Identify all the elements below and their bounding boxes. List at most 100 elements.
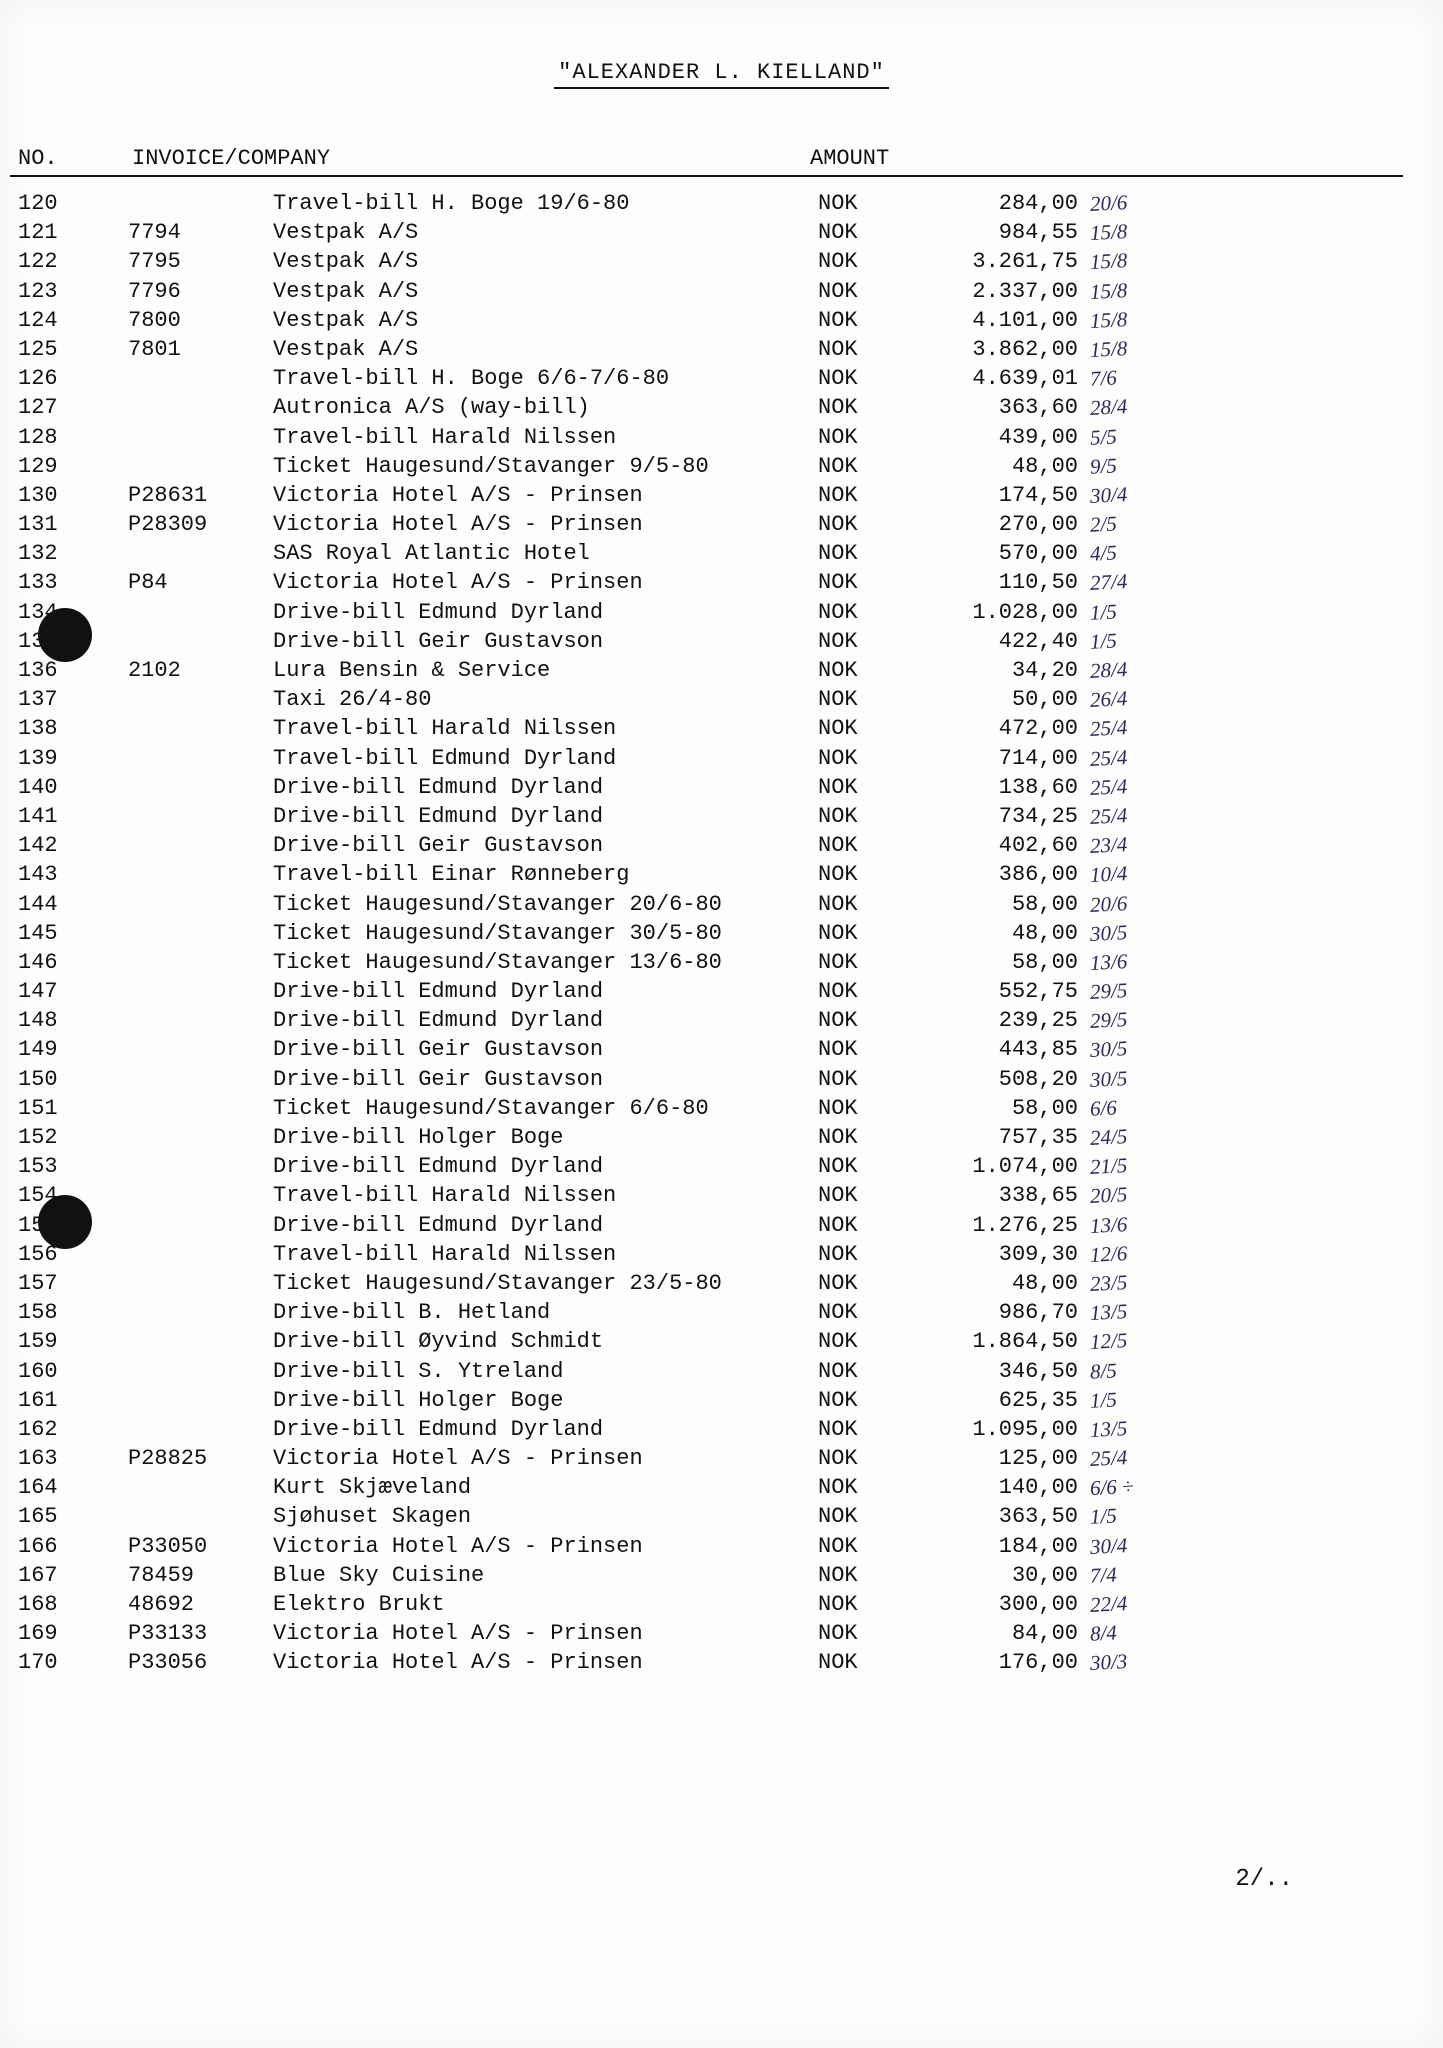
cell-currency: NOK [818,1592,878,1617]
table-row: 139Travel-bill Edmund DyrlandNOK714,0025… [18,746,1443,775]
table-row: 158Drive-bill B. HetlandNOK986,7013/5 [18,1300,1443,1329]
cell-invoice: P28631 [128,483,248,508]
cell-currency: NOK [818,1183,878,1208]
cell-amount: 3.261,75 [888,249,1078,274]
cell-company: Vestpak A/S [273,308,813,333]
table-row: 1227795Vestpak A/SNOK3.261,7515/8 [18,249,1443,278]
cell-currency: NOK [818,1213,878,1238]
table-row: 16778459Blue Sky CuisineNOK30,007/4 [18,1563,1443,1592]
cell-company: Drive-bill Geir Gustavson [273,833,813,858]
cell-amount: 284,00 [888,191,1078,216]
handwritten-note: 25/4 [1089,774,1128,801]
handwritten-note: 30/5 [1089,1066,1128,1093]
cell-company: Victoria Hotel A/S - Prinsen [273,1621,813,1646]
punch-hole [38,1195,92,1249]
cell-company: Vestpak A/S [273,220,813,245]
table-row: 162Drive-bill Edmund DyrlandNOK1.095,001… [18,1417,1443,1446]
table-row: 152Drive-bill Holger BogeNOK757,3524/5 [18,1125,1443,1154]
cell-currency: NOK [818,279,878,304]
table-row: 1237796Vestpak A/SNOK2.337,0015/8 [18,279,1443,308]
handwritten-note: 13/5 [1089,1416,1128,1443]
cell-no: 131 [18,512,98,537]
table-row: 126Travel-bill H. Boge 6/6-7/6-80NOK4.63… [18,366,1443,395]
cell-amount: 239,25 [888,1008,1078,1033]
cell-amount: 30,00 [888,1563,1078,1588]
cell-amount: 625,35 [888,1388,1078,1413]
cell-company: Victoria Hotel A/S - Prinsen [273,1650,813,1675]
cell-amount: 472,00 [888,716,1078,741]
table-row: 142Drive-bill Geir GustavsonNOK402,6023/… [18,833,1443,862]
cell-currency: NOK [818,1008,878,1033]
cell-no: 125 [18,337,98,362]
handwritten-note: 15/8 [1089,248,1128,275]
cell-invoice: P28825 [128,1446,248,1471]
handwritten-note: 2/5 [1089,511,1117,537]
cell-amount: 570,00 [888,541,1078,566]
cell-amount: 309,30 [888,1242,1078,1267]
table-row: 129Ticket Haugesund/Stavanger 9/5-80NOK4… [18,454,1443,483]
cell-company: Drive-bill S. Ytreland [273,1359,813,1384]
cell-amount: 422,40 [888,629,1078,654]
cell-amount: 110,50 [888,570,1078,595]
cell-company: Ticket Haugesund/Stavanger 9/5-80 [273,454,813,479]
cell-currency: NOK [818,1417,878,1442]
handwritten-note: 26/4 [1089,686,1128,713]
cell-no: 166 [18,1534,98,1559]
table-row: 133P84Victoria Hotel A/S - PrinsenNOK110… [18,570,1443,599]
cell-currency: NOK [818,1067,878,1092]
cell-company: Ticket Haugesund/Stavanger 23/5-80 [273,1271,813,1296]
table-row: 1217794Vestpak A/SNOK984,5515/8 [18,220,1443,249]
cell-amount: 363,60 [888,395,1078,420]
cell-company: Drive-bill Holger Boge [273,1388,813,1413]
cell-no: 148 [18,1008,98,1033]
table-header: NO. INVOICE/COMPANY AMOUNT [10,139,1403,177]
cell-invoice: 7795 [128,249,248,274]
cell-amount: 386,00 [888,862,1078,887]
cell-currency: NOK [818,629,878,654]
table-row: 1362102Lura Bensin & ServiceNOK34,2028/4 [18,658,1443,687]
handwritten-note: 13/5 [1089,1299,1128,1326]
cell-currency: NOK [818,1329,878,1354]
handwritten-note: 30/5 [1089,920,1128,947]
handwritten-note: 28/4 [1089,657,1128,684]
cell-company: Ticket Haugesund/Stavanger 13/6-80 [273,950,813,975]
cell-no: 133 [18,570,98,595]
cell-amount: 552,75 [888,979,1078,1004]
handwritten-note: 27/4 [1089,569,1128,596]
cell-currency: NOK [818,1096,878,1121]
handwritten-note: 4/5 [1089,541,1117,567]
table-row: 1247800Vestpak A/SNOK4.101,0015/8 [18,308,1443,337]
handwritten-note: 29/5 [1089,978,1128,1005]
cell-company: Drive-bill Edmund Dyrland [273,1154,813,1179]
handwritten-note: 10/4 [1089,861,1128,888]
cell-amount: 176,00 [888,1650,1078,1675]
cell-currency: NOK [818,308,878,333]
cell-no: 170 [18,1650,98,1675]
table-row: 150Drive-bill Geir GustavsonNOK508,2030/… [18,1067,1443,1096]
cell-no: 138 [18,716,98,741]
table-row: 155Drive-bill Edmund DyrlandNOK1.276,251… [18,1213,1443,1242]
handwritten-note: 25/4 [1089,803,1128,830]
handwritten-note: 12/6 [1089,1241,1128,1268]
handwritten-note: 15/8 [1089,307,1128,334]
cell-no: 126 [18,366,98,391]
table-row: 132SAS Royal Atlantic HotelNOK570,004/5 [18,541,1443,570]
cell-company: Autronica A/S (way-bill) [273,395,813,420]
cell-company: Ticket Haugesund/Stavanger 30/5-80 [273,921,813,946]
handwritten-note: 24/5 [1089,1124,1128,1151]
cell-amount: 50,00 [888,687,1078,712]
cell-invoice: P33050 [128,1534,248,1559]
cell-company: Blue Sky Cuisine [273,1563,813,1588]
cell-company: Ticket Haugesund/Stavanger 20/6-80 [273,892,813,917]
cell-no: 157 [18,1271,98,1296]
cell-currency: NOK [818,921,878,946]
cell-amount: 184,00 [888,1534,1078,1559]
cell-currency: NOK [818,1563,878,1588]
handwritten-note: 30/4 [1089,1533,1128,1560]
cell-currency: NOK [818,1125,878,1150]
table-row: 164Kurt SkjævelandNOK140,006/6 ÷ [18,1475,1443,1504]
cell-currency: NOK [818,804,878,829]
table-row: 160Drive-bill S. YtrelandNOK346,508/5 [18,1359,1443,1388]
table-row: 157Ticket Haugesund/Stavanger 23/5-80NOK… [18,1271,1443,1300]
cell-company: Kurt Skjæveland [273,1475,813,1500]
